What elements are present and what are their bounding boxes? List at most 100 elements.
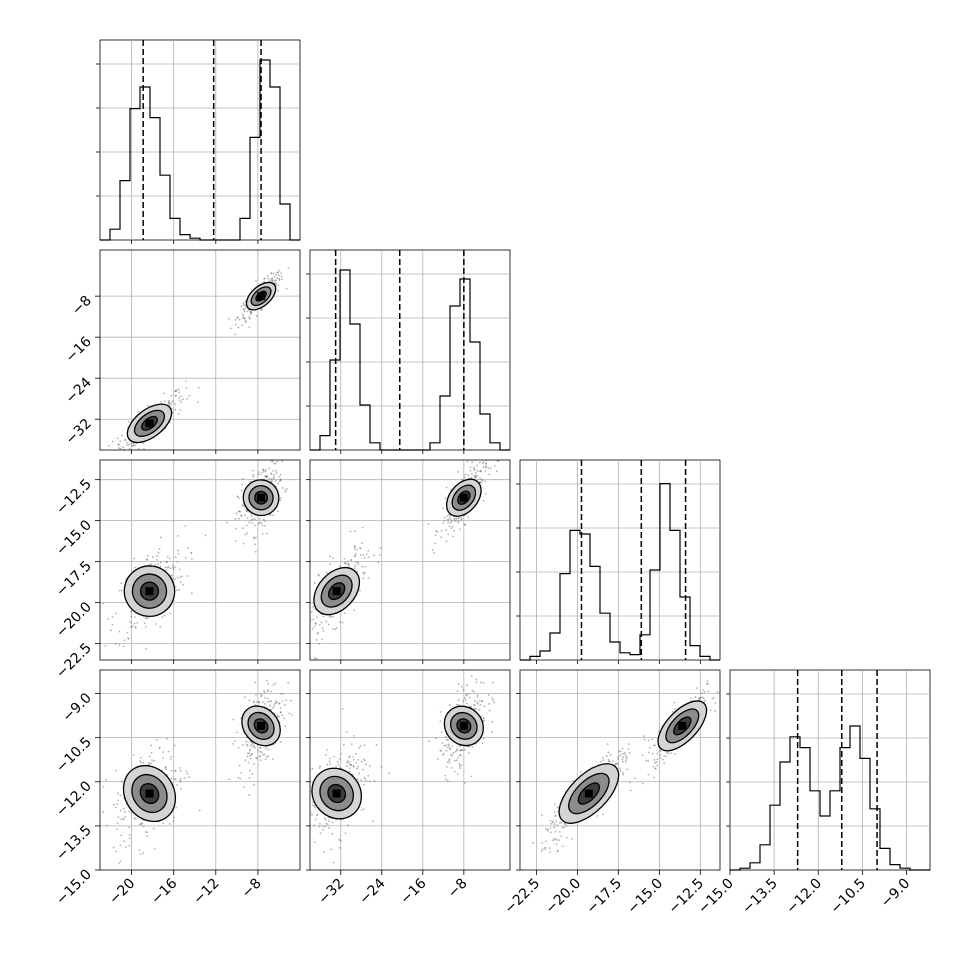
scatter-point [112, 846, 115, 849]
scatter-point [119, 844, 122, 847]
scatter-point [480, 469, 482, 472]
scatter-point [375, 744, 378, 746]
scatter-point [162, 822, 164, 825]
scatter-point [354, 545, 356, 548]
scatter-point [175, 389, 178, 392]
scatter-point [126, 441, 128, 444]
scatter-point [352, 766, 355, 768]
scatter-point [304, 816, 306, 818]
scatter-point [491, 697, 494, 700]
scatter-point [449, 748, 452, 751]
scatter-point [240, 772, 243, 774]
scatter-point [440, 749, 443, 752]
scatter-point [485, 462, 488, 465]
scatter-point [478, 700, 481, 702]
density-peak [257, 721, 266, 730]
scatter-point [130, 611, 133, 614]
scatter-point [273, 705, 275, 708]
scatter-point [284, 725, 286, 728]
scatter-point [111, 616, 114, 618]
scatter-point [257, 523, 260, 525]
scatter-point [480, 715, 483, 718]
scatter-point [479, 481, 481, 484]
scatter-point [471, 473, 473, 475]
scatter-point [457, 470, 460, 473]
scatter-point [114, 643, 117, 645]
scatter-point [553, 803, 556, 805]
scatter-point [491, 721, 494, 723]
scatter-point [467, 745, 470, 748]
scatter-point [476, 464, 478, 467]
scatter-point [562, 826, 564, 829]
density-peak [678, 721, 687, 730]
scatter-point [166, 555, 169, 558]
scatter-point [362, 577, 365, 580]
scatter-point [156, 555, 158, 558]
scatter-point [176, 534, 179, 537]
scatter-point [179, 779, 182, 782]
scatter-point [493, 464, 496, 467]
scatter-point [319, 832, 322, 835]
scatter-point [555, 838, 558, 841]
scatter-point [177, 413, 180, 415]
scatter-point [240, 305, 243, 308]
scatter-point [294, 645, 296, 647]
scatter-point [228, 778, 231, 781]
scatter-point [127, 637, 130, 640]
scatter-point [117, 799, 120, 802]
scatter-point [197, 386, 200, 389]
scatter-point [144, 625, 147, 628]
scatter-point [254, 543, 256, 546]
scatter-point [311, 813, 313, 816]
scatter-point [183, 777, 186, 779]
scatter-point [128, 837, 131, 840]
scatter-point [706, 682, 709, 685]
scatter-point [356, 767, 359, 770]
scatter-point [167, 566, 170, 568]
scatter-point [367, 549, 370, 552]
scatter-point [334, 628, 337, 631]
scatter-point [279, 707, 282, 710]
scatter-point [488, 452, 490, 454]
scatter-point [444, 774, 447, 777]
histogram-panel-4 [726, 669, 931, 871]
scatter-point [323, 817, 326, 820]
scatter-point [171, 400, 174, 402]
scatter-point [484, 466, 487, 469]
scatter-point [377, 561, 380, 564]
scatter-point [365, 779, 368, 782]
scatter-point [132, 444, 135, 447]
scatter-point [327, 623, 330, 626]
scatter-point [246, 517, 249, 520]
scatter-point [119, 860, 122, 863]
scatter-point [237, 326, 240, 329]
scatter-point [485, 453, 487, 455]
scatter-point [262, 469, 265, 472]
scatter-point [452, 751, 455, 754]
histogram-panel-3 [516, 459, 721, 661]
scatter-point [185, 387, 188, 390]
scatter-point [313, 824, 315, 827]
scatter-point [170, 395, 173, 397]
scatter-point [448, 744, 451, 747]
density-peak [257, 292, 266, 301]
y-tick-label: −16 [63, 334, 95, 366]
scatter-point [238, 318, 241, 321]
scatter-point [338, 621, 341, 623]
panel-content [100, 250, 300, 450]
scatter-point [481, 700, 483, 703]
scatter-point [458, 763, 461, 765]
scatter-point [457, 517, 460, 520]
scatter-point [491, 681, 494, 684]
scatter-point [169, 567, 172, 570]
scatter-point [473, 699, 476, 702]
scatter-point [464, 699, 467, 701]
scatter-point [122, 818, 125, 821]
scatter-point [263, 280, 265, 283]
scatter-point [233, 740, 236, 743]
scatter-point [479, 681, 482, 684]
scatter-point [701, 696, 704, 699]
scatter-point [707, 690, 710, 693]
scatter-point [277, 284, 280, 287]
scatter-point [250, 518, 253, 521]
